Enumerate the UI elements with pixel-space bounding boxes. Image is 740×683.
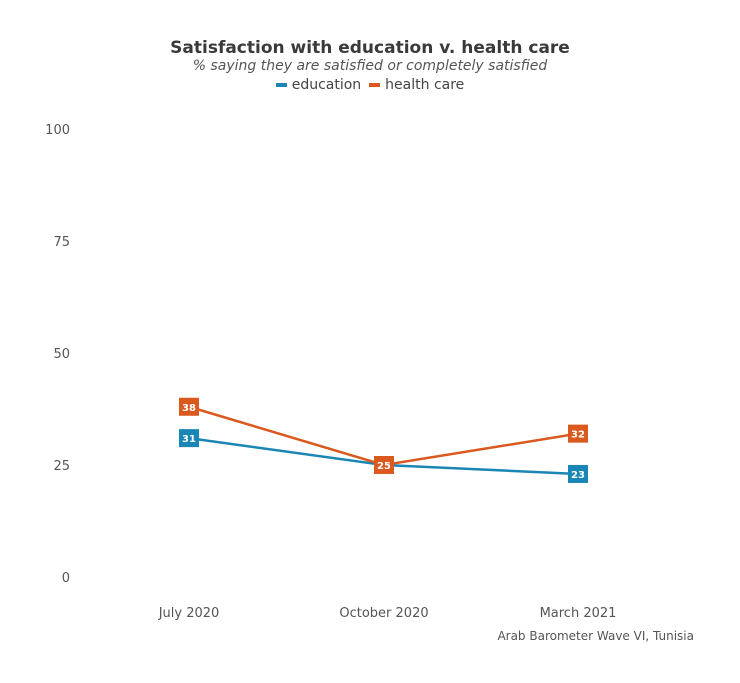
- y-tick-label: 25: [53, 459, 70, 474]
- source-caption: Arab Barometer Wave VI, Tunisia: [497, 629, 694, 643]
- legend-item-health-care: health care: [369, 77, 464, 93]
- data-label-health-care: 25: [377, 461, 391, 472]
- chart-title: Satisfaction with education v. health ca…: [170, 38, 570, 58]
- data-label-health-care: 38: [182, 403, 196, 414]
- legend-label-education: education: [291, 77, 362, 93]
- data-label-education: 31: [182, 434, 196, 445]
- data-label-health-care: 32: [571, 430, 585, 441]
- data-point-health-care: [568, 424, 588, 443]
- data-point-education: [568, 464, 588, 483]
- x-tick-label: October 2020: [339, 606, 428, 621]
- data-point-education: [179, 429, 199, 448]
- legend-swatch-health-care: [369, 83, 381, 87]
- legend: education health care: [0, 77, 740, 93]
- x-tick-label: July 2020: [158, 606, 220, 621]
- chart-subtitle: % saying they are satisfied or completel…: [192, 58, 548, 74]
- data-point-health-care: [374, 456, 394, 474]
- y-tick-label: 0: [62, 571, 70, 586]
- legend-label-health-care: health care: [385, 77, 465, 93]
- y-tick-label: 50: [53, 347, 70, 362]
- data-point-health-care: [179, 397, 199, 416]
- y-tick-label: 75: [53, 235, 70, 250]
- legend-item-education: education: [275, 77, 362, 93]
- legend-swatch-education: [275, 83, 287, 87]
- x-tick-label: March 2021: [540, 606, 617, 621]
- data-label-education: 23: [571, 470, 585, 481]
- y-tick-label: 100: [45, 123, 70, 138]
